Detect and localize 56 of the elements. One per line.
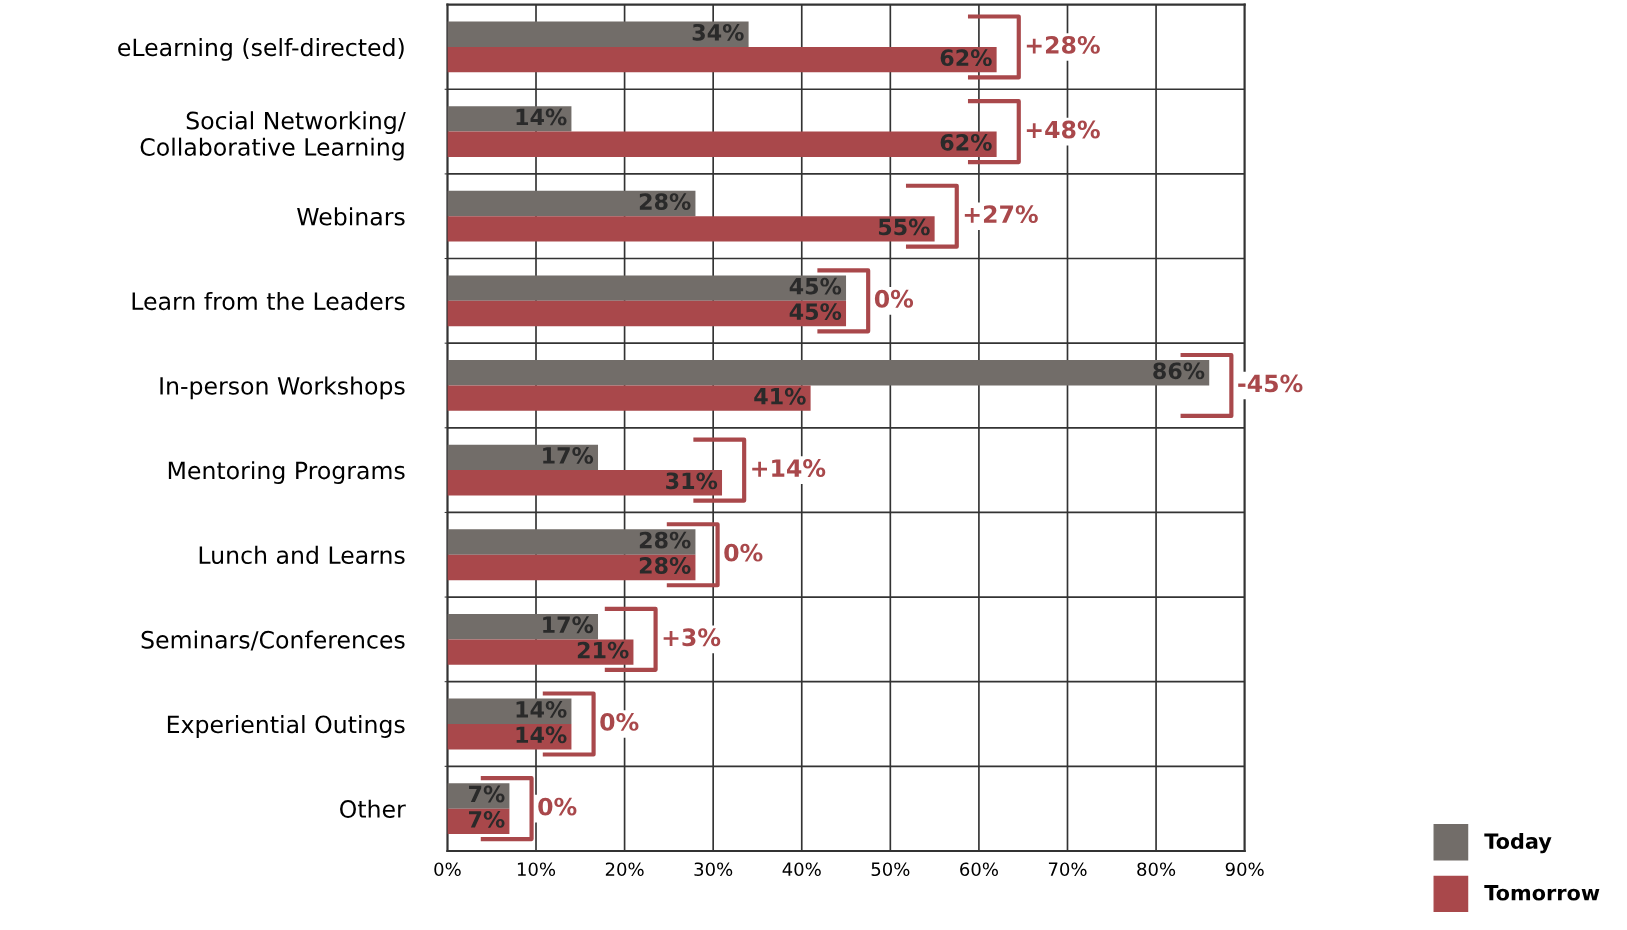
x-tick-label: 40% bbox=[782, 862, 821, 877]
annotation: -45% bbox=[1238, 374, 1303, 393]
legend-label: Tomorrow bbox=[1484, 885, 1600, 901]
annotation: 0% bbox=[724, 543, 763, 562]
annotation: +28% bbox=[1026, 35, 1100, 54]
annotation: +48% bbox=[1026, 120, 1100, 139]
y-tick-label: Learn from the Leaders bbox=[132, 291, 405, 311]
y-tick-label: Seminars/Conferences bbox=[141, 630, 405, 651]
y-tick-label: eLearning (self-directed) bbox=[118, 37, 404, 61]
bar bbox=[447, 190, 696, 217]
data-label: 86% bbox=[1153, 362, 1205, 380]
x-tick-label: 60% bbox=[960, 862, 998, 877]
annotation: 0% bbox=[538, 797, 577, 816]
data-label: 45% bbox=[789, 277, 842, 295]
y-tick-label: Webinars bbox=[297, 207, 405, 226]
bar bbox=[447, 385, 811, 411]
x-tick-label: 50% bbox=[871, 862, 910, 877]
y-tick-label: In-person Workshops bbox=[160, 376, 405, 400]
annotation: 0% bbox=[874, 289, 914, 308]
data-label: 21% bbox=[577, 641, 629, 659]
data-label: 17% bbox=[543, 447, 594, 464]
data-label: 7% bbox=[469, 810, 505, 828]
x-tick-label: 20% bbox=[605, 862, 644, 877]
data-label: 14% bbox=[516, 108, 567, 126]
data-label: 28% bbox=[639, 193, 691, 210]
x-tick-label: 90% bbox=[1225, 862, 1264, 877]
y-tick-label: Mentoring Programs bbox=[168, 461, 405, 484]
data-label: 62% bbox=[940, 49, 992, 67]
bar bbox=[447, 106, 572, 132]
y-tick-label: Other bbox=[340, 799, 406, 818]
data-label: 28% bbox=[639, 531, 691, 549]
y-tick-label: Social Networking/ Collaborative Learning bbox=[140, 111, 406, 161]
data-label: 14% bbox=[516, 726, 567, 744]
legend-label: Today bbox=[1484, 832, 1552, 854]
data-label: 14% bbox=[516, 700, 567, 718]
x-tick-label: 80% bbox=[1137, 862, 1176, 877]
data-label: 34% bbox=[692, 23, 744, 41]
annotation: +14% bbox=[752, 459, 826, 477]
annotation: +27% bbox=[964, 205, 1038, 224]
data-label: 28% bbox=[639, 557, 691, 574]
y-tick-label: Lunch and Learns bbox=[199, 545, 405, 565]
annotation: +3% bbox=[663, 628, 721, 647]
bar bbox=[447, 21, 749, 47]
x-tick-label: 70% bbox=[1048, 862, 1087, 877]
x-tick-label: 10% bbox=[517, 862, 556, 877]
data-label: 62% bbox=[940, 133, 992, 151]
data-label: 7% bbox=[469, 785, 505, 803]
data-label: 41% bbox=[754, 387, 806, 405]
data-label: 55% bbox=[878, 218, 930, 236]
y-tick-label: Experiential Outings bbox=[167, 715, 405, 738]
x-tick-label: 0% bbox=[434, 862, 461, 877]
annotation: 0% bbox=[600, 713, 639, 731]
data-label: 17% bbox=[543, 616, 594, 634]
data-label: 45% bbox=[789, 303, 842, 320]
data-label: 31% bbox=[666, 472, 718, 490]
x-tick-label: 30% bbox=[694, 862, 733, 877]
